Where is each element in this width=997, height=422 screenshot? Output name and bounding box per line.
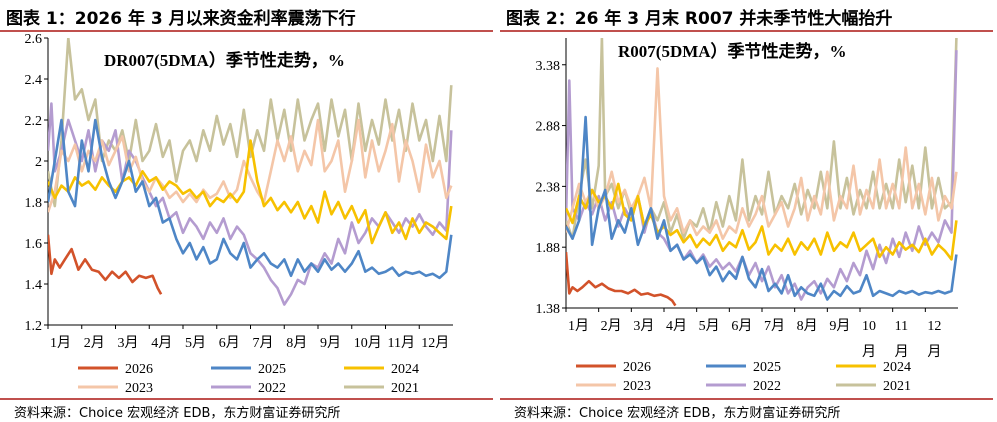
legend-label-2026: 2026 [623, 360, 651, 375]
source-rule [500, 398, 993, 400]
y-tick-label: 1.4 [25, 278, 43, 293]
y-tick-label: 2.2 [25, 114, 43, 129]
x-tick-label: 7月 [764, 318, 785, 334]
legend-label-2022: 2022 [753, 379, 781, 394]
x-tick-label: 1月 [568, 318, 589, 334]
series-line-2025 [566, 115, 958, 301]
chart-title: R007(5DMA）季节性走势，% [618, 41, 847, 61]
x-tick-label: 6月 [731, 318, 752, 334]
y-tick-label: 1.8 [25, 196, 43, 211]
series-line-2026 [48, 234, 163, 295]
x-tick-label: 11月 [388, 335, 415, 351]
series-line-2024 [48, 139, 453, 245]
x-tick-label: 10月 [354, 335, 382, 351]
x-tick-label: 11 [895, 319, 908, 334]
chart-title: DR007(5DMA）季节性走势，% [104, 50, 345, 70]
x-tick-label: 月 [895, 344, 909, 360]
x-tick-label: 3月 [118, 335, 139, 351]
legend-label-2022: 2022 [258, 381, 286, 396]
x-tick-label: 2月 [601, 318, 622, 334]
series-line-2023 [48, 118, 453, 213]
x-tick-label: 8月 [286, 335, 307, 351]
y-tick-label: 1.38 [536, 302, 561, 317]
y-tick-label: 2.6 [25, 32, 43, 47]
source-rule [0, 398, 493, 400]
x-tick-label: 3月 [633, 318, 654, 334]
left-figure-panel: 图表 1：2026 年 3 月以来资金利率震荡下行 1.2 1.4 1.6 1.8 2 2… [0, 0, 497, 422]
x-tick-label: 2月 [84, 335, 105, 351]
x-tick-label: 5月 [185, 335, 206, 351]
x-tick-label: 1月 [50, 335, 71, 351]
x-tick-label: 9月 [829, 318, 850, 334]
title-rule [500, 30, 993, 32]
x-tick-label: 8月 [797, 318, 818, 334]
x-tick-label: 5月 [699, 318, 720, 334]
legend-label-2023: 2023 [623, 379, 651, 394]
source-note: 资料来源：Choice 宏观经济 EDB，东方财富证券研究所 [14, 406, 341, 421]
series-line-2025 [48, 118, 453, 280]
legend-label-2024: 2024 [391, 362, 419, 377]
series-line-2022 [566, 50, 958, 301]
x-tick-label: 4月 [151, 335, 172, 351]
right-figure-panel: 图表 2：26 年 3 月末 R007 并未季节性大幅抬升 1.38 1.88 2.… [500, 0, 997, 422]
legend-label-2025: 2025 [258, 362, 286, 377]
x-tick-label: 月 [927, 344, 941, 360]
legend-label-2025: 2025 [753, 360, 781, 375]
legend-label-2024: 2024 [883, 360, 911, 375]
figure-title: 图表 2：26 年 3 月末 R007 并未季节性大幅抬升 [506, 9, 893, 29]
x-tick-label: 4月 [666, 318, 687, 334]
y-tick-label: 3.38 [536, 59, 561, 74]
y-tick-label: 2.38 [536, 180, 561, 195]
x-tick-label: 7月 [253, 335, 274, 351]
legend-label-2021: 2021 [391, 381, 419, 396]
y-tick-label: 2.88 [536, 120, 561, 135]
x-tick-label: 10 [862, 319, 876, 334]
y-tick-label: 1.88 [536, 241, 561, 256]
x-tick-label: 12月 [421, 335, 449, 351]
legend-label-2021: 2021 [883, 379, 911, 394]
dr007-chart: 1.2 1.4 1.6 1.8 2 2.2 2.4 2.6 1月 2月 3月 4月 5月 6月 7月 8月 9月… [25, 32, 453, 396]
y-tick-label: 2.4 [25, 73, 43, 88]
figure-title: 图表 1：2026 年 3 月以来资金利率震荡下行 [6, 9, 356, 29]
series-line-2024 [566, 182, 958, 261]
title-rule [0, 30, 493, 32]
source-note: 资料来源：Choice 宏观经济 EDB，东方财富证券研究所 [514, 406, 841, 421]
legend-label-2026: 2026 [125, 362, 153, 377]
x-tick-label: 12 [927, 319, 941, 334]
x-tick-label: 月 [862, 344, 876, 360]
series-line-2026 [566, 251, 677, 307]
y-tick-label: 2 [35, 155, 42, 170]
r007-chart: 1.38 1.88 2.38 2.88 3.38 1月 2月 3月 4月 5月 6月 7月 8月 9月 10… [536, 38, 958, 394]
y-tick-label: 1.6 [25, 237, 43, 252]
legend-label-2023: 2023 [125, 381, 153, 396]
y-tick-label: 1.2 [25, 319, 43, 334]
x-tick-label: 9月 [320, 335, 341, 351]
x-tick-label: 6月 [219, 335, 240, 351]
